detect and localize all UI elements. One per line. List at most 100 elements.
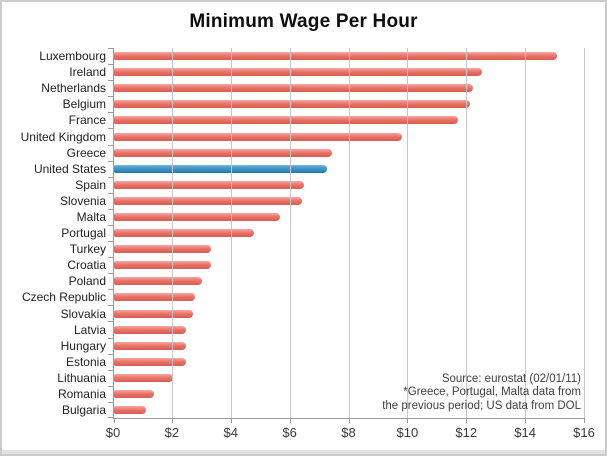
x-tick-label--4: $4 (223, 425, 238, 440)
x-axis-labels: $0 $2 $4 $6 $8 $10 $12 $14 $16 (106, 425, 595, 441)
x-axis-tick (584, 419, 585, 423)
category-label-lithuania: Lithuania (57, 370, 106, 385)
y-axis-tick (108, 80, 114, 82)
bar-row-latvia (114, 322, 585, 338)
x-tick-label--0: $0 (105, 425, 121, 440)
y-axis-tick (108, 385, 114, 387)
category-label-belgium: Belgium (62, 97, 106, 112)
category-label-luxembourg: Luxembourg (39, 49, 106, 64)
category-label-latvia: Latvia (73, 322, 106, 337)
bar-turkey (114, 245, 212, 254)
x-axis-tick (407, 419, 409, 423)
gridline--16 (584, 48, 585, 418)
x-axis-tick (289, 419, 291, 423)
category-label-france: France (68, 113, 106, 128)
y-axis-tick (108, 144, 114, 146)
category-labels: Luxembourg Ireland Netherlands Belgium Franc… (2, 48, 106, 418)
category-label-portugal: Portugal (61, 226, 106, 241)
bar-row-croatia (114, 257, 585, 273)
bar-row-spain (114, 177, 585, 193)
y-axis-tick (108, 176, 114, 178)
y-axis-tick (108, 289, 114, 291)
category-label-czech-republic: Czech Republic (21, 290, 106, 305)
bar-row-hungary (114, 338, 585, 354)
x-axis-tick (230, 419, 232, 423)
x-tick-label--12: $12 (455, 425, 478, 440)
x-tick-label--16: $16 (573, 425, 595, 440)
category-label-ireland: Ireland (69, 65, 106, 80)
chart-title: Minimum Wage Per Hour (189, 11, 418, 32)
bar-row-portugal (114, 225, 585, 241)
x-axis-tick (348, 419, 350, 423)
bar-row-ireland (114, 64, 585, 80)
y-axis-tick (108, 224, 114, 226)
category-label-united-states: United States (33, 161, 106, 176)
y-axis-tick (108, 353, 114, 355)
category-label-slovakia: Slovakia (60, 306, 106, 321)
gridline--12 (466, 48, 468, 418)
bar-row-lithuania (114, 370, 585, 386)
bar-row-united-states (114, 161, 585, 177)
bar-malta (114, 212, 281, 221)
gridline--14 (525, 48, 527, 418)
y-axis-tick (108, 192, 114, 194)
bar-row-poland (114, 273, 585, 289)
y-axis-tick (108, 337, 114, 339)
x-tick-label--8: $8 (341, 425, 356, 440)
bar-czech-republic (114, 293, 195, 302)
bar-row-belgium (114, 96, 585, 112)
category-label-croatia: Croatia (67, 258, 106, 273)
x-axis-tick (171, 419, 173, 423)
category-label-greece: Greece (66, 145, 106, 160)
bar-row-malta (114, 209, 585, 225)
category-label-estonia: Estonia (65, 354, 106, 369)
bar-belgium (114, 100, 471, 109)
source-annotation: Source: eurostat (02/01/11) *Greece, Por… (382, 373, 581, 414)
x-tick-label--2: $2 (164, 425, 180, 440)
y-axis-tick (108, 160, 114, 162)
plot-area (108, 48, 585, 423)
bar-row-united-kingdom (114, 128, 585, 144)
bar-row-turkey (114, 241, 585, 257)
gridline--4 (230, 48, 232, 418)
category-label-bulgaria: Bulgaria (61, 403, 106, 418)
source-line-1: Source: eurostat (02/01/11) (441, 372, 581, 385)
category-label-turkey: Turkey (69, 242, 106, 257)
y-axis-tick (108, 48, 114, 49)
bar-row-slovakia (114, 306, 585, 322)
bar-slovenia (114, 196, 303, 205)
bar-greece (114, 148, 332, 157)
y-axis-tick (108, 112, 114, 114)
y-axis-tick (108, 241, 114, 243)
y-axis-tick (108, 128, 114, 130)
bar-latvia (114, 325, 187, 334)
bar-row-france (114, 112, 585, 128)
y-axis-tick (108, 257, 114, 259)
category-label-poland: Poland (68, 274, 106, 289)
y-axis-tick (108, 369, 114, 371)
bar-ireland (114, 68, 482, 77)
bar-row-netherlands (114, 80, 585, 96)
category-label-united-kingdom: United Kingdom (20, 129, 106, 144)
bar-united-states (114, 164, 328, 173)
y-axis-tick (108, 64, 114, 66)
gridline--6 (289, 48, 291, 418)
bar-row-luxembourg (114, 48, 585, 64)
x-axis-tick (525, 419, 527, 423)
bars-container (114, 48, 585, 418)
category-label-netherlands: Netherlands (41, 81, 106, 96)
bar-slovakia (114, 309, 194, 318)
y-axis-tick (108, 321, 114, 323)
y-axis-tick (108, 273, 114, 275)
category-label-malta: Malta (76, 209, 106, 224)
bar-row-estonia (114, 354, 585, 370)
bar-row-bulgaria (114, 402, 585, 418)
bar-united-kingdom (114, 132, 403, 141)
bar-romania (114, 390, 154, 399)
bar-row-romania (114, 386, 585, 402)
y-axis-tick (108, 417, 114, 418)
bar-netherlands (114, 84, 474, 93)
category-label-spain: Spain (75, 177, 106, 192)
x-tick-label--10: $10 (396, 425, 419, 440)
